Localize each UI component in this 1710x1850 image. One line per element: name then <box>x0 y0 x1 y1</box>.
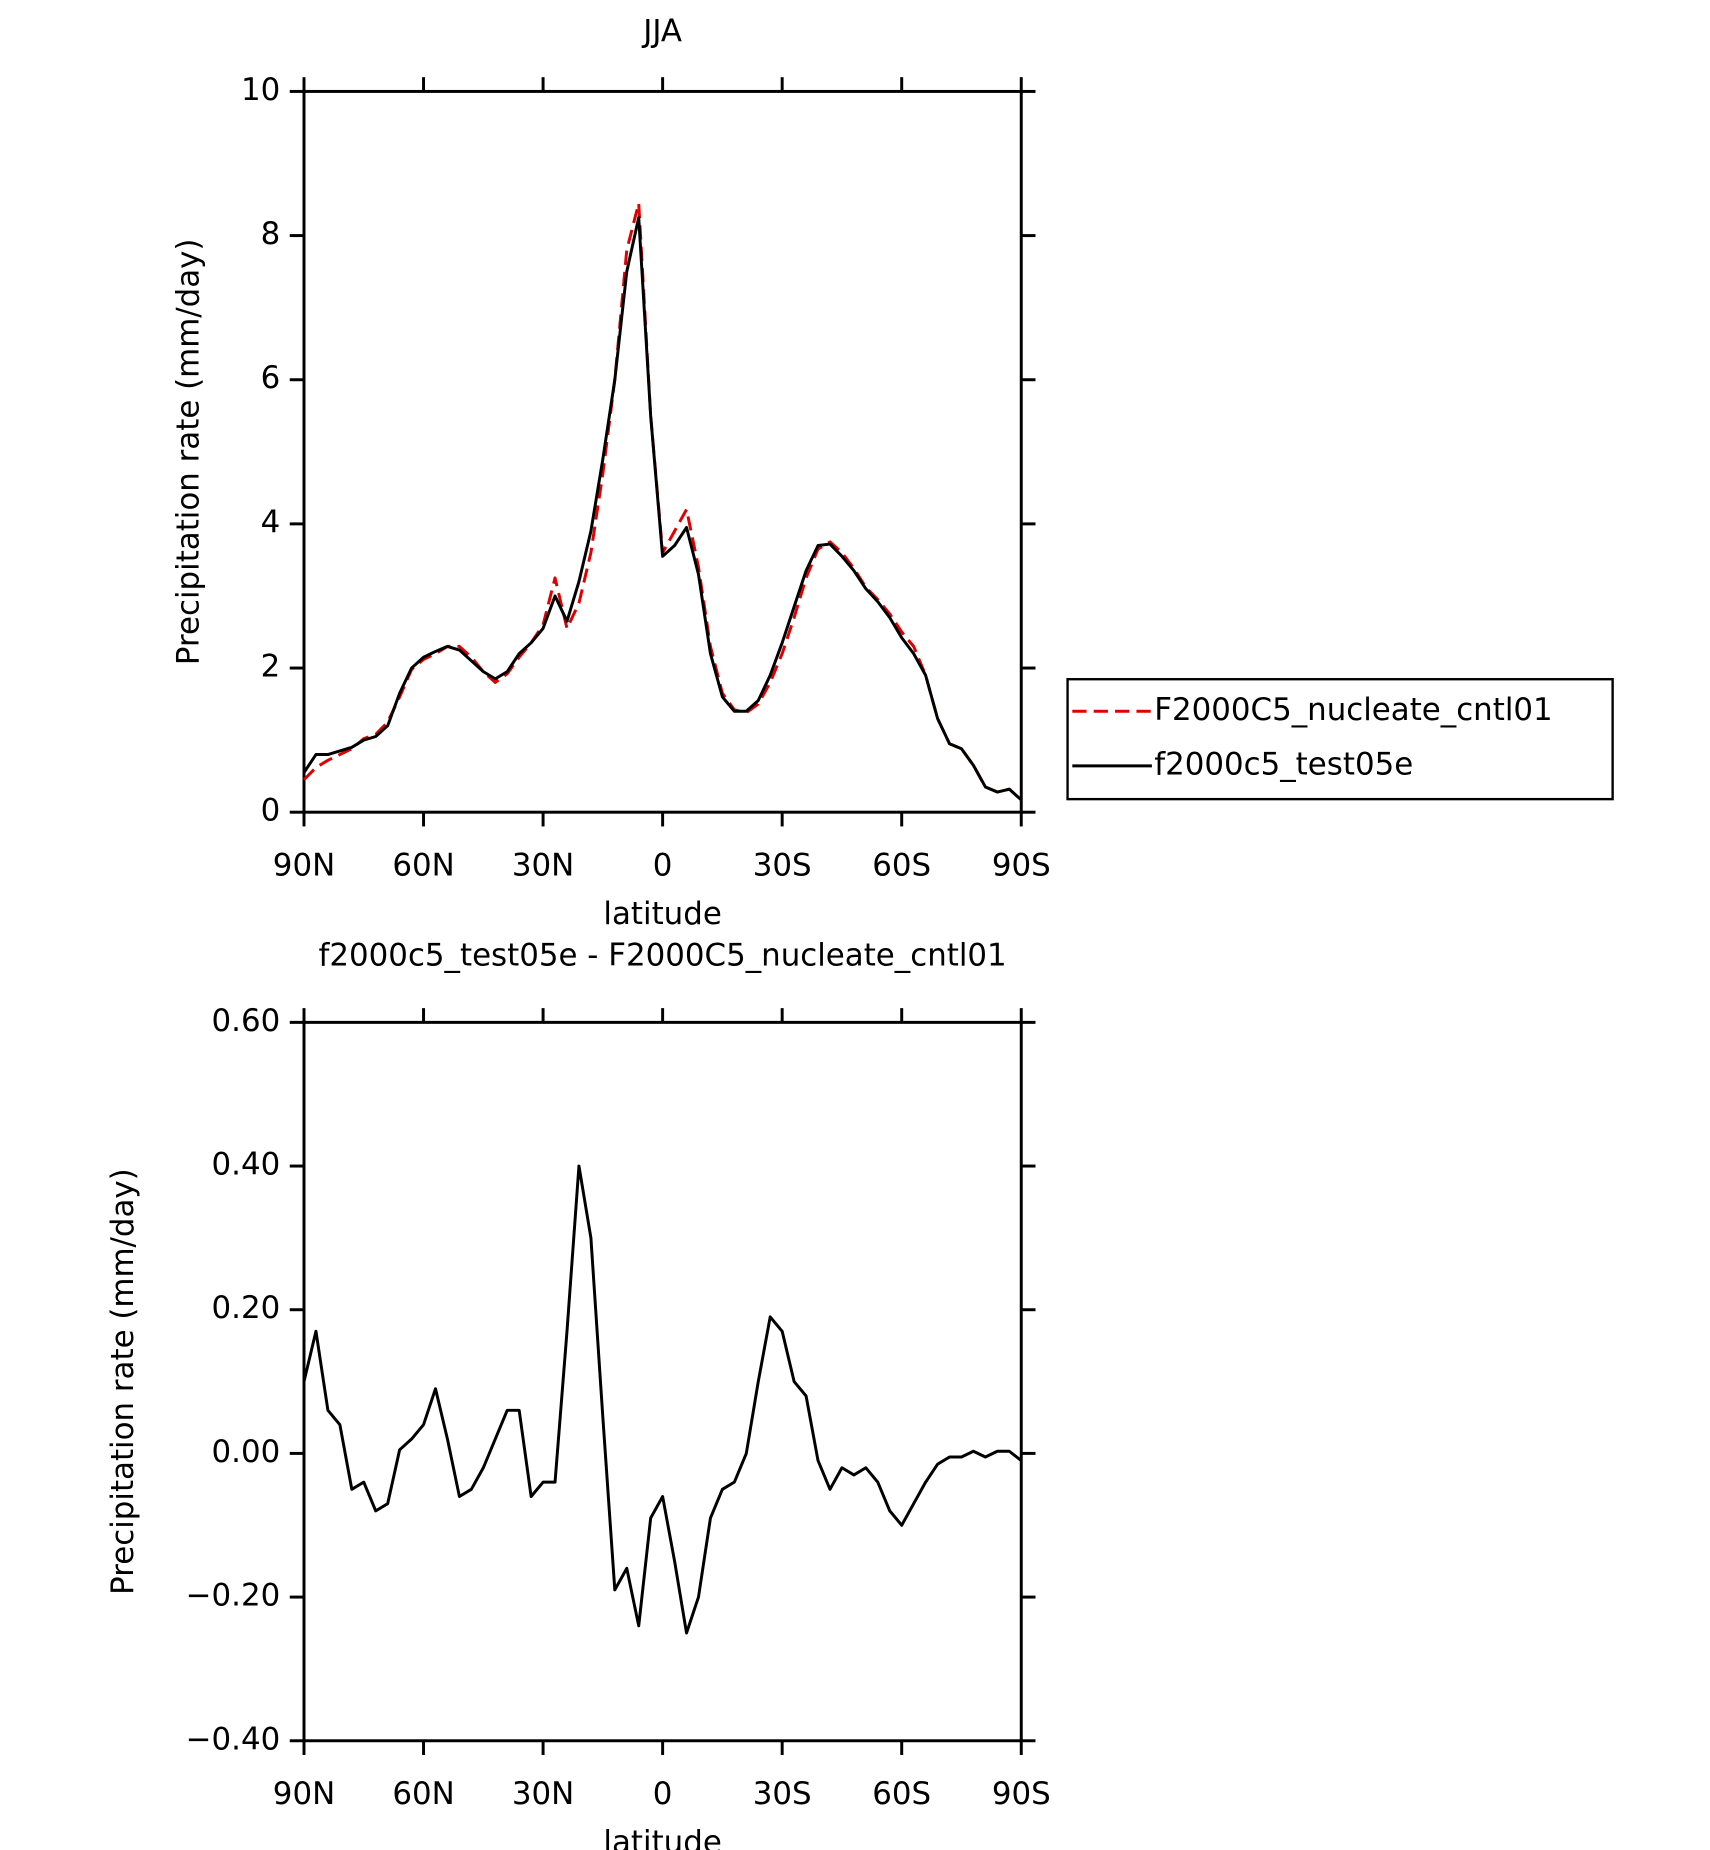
x-tick-label: 0 <box>653 1776 673 1812</box>
y-axis-label: Precipitation rate (mm/day) <box>170 239 206 666</box>
y-tick-label: 10 <box>241 72 280 108</box>
x-tick-label: 30N <box>512 847 574 883</box>
x-tick-label: 60S <box>872 1776 931 1812</box>
series-line <box>302 216 1023 802</box>
y-tick-label: −0.40 <box>186 1721 281 1757</box>
x-tick-label: 30N <box>512 1776 574 1812</box>
y-tick-label: 0.00 <box>212 1434 281 1470</box>
y-tick-label: 0.20 <box>212 1290 281 1326</box>
plot-frame <box>302 89 1023 814</box>
y-tick-label: 0.40 <box>212 1147 281 1183</box>
x-axis-label: latitude <box>603 1825 721 1850</box>
y-tick-label: 8 <box>261 216 281 252</box>
y-axis-label: Precipitation rate (mm/day) <box>105 1168 141 1595</box>
y-tick-label: −0.20 <box>186 1578 281 1614</box>
legend-label: f2000c5_test05e <box>1154 746 1413 782</box>
y-tick-label: 4 <box>261 504 281 540</box>
x-tick-label: 90N <box>273 847 335 883</box>
x-tick-label: 30S <box>753 847 812 883</box>
y-tick-label: 2 <box>261 649 281 685</box>
x-axis-label: latitude <box>603 896 721 932</box>
x-tick-label: 60N <box>392 1776 454 1812</box>
chart-title: JJA <box>641 14 682 50</box>
x-tick-label: 90S <box>992 847 1051 883</box>
series-line <box>302 1164 1023 1635</box>
y-tick-label: 0 <box>261 793 281 829</box>
x-tick-label: 90S <box>992 1776 1051 1812</box>
chart-title: f2000c5_test05e - F2000C5_nucleate_cntl0… <box>319 938 1007 974</box>
x-tick-label: 0 <box>653 847 673 883</box>
x-tick-label: 30S <box>753 1776 812 1812</box>
x-tick-label: 90N <box>273 1776 335 1812</box>
series-line <box>302 201 1023 802</box>
y-tick-label: 0.60 <box>212 1003 281 1039</box>
legend-box <box>1066 678 1614 801</box>
legend-label: F2000C5_nucleate_cntl01 <box>1154 692 1552 728</box>
y-tick-label: 6 <box>261 360 281 396</box>
plot-frame <box>302 1020 1023 1743</box>
x-tick-label: 60N <box>392 847 454 883</box>
x-tick-label: 60S <box>872 847 931 883</box>
